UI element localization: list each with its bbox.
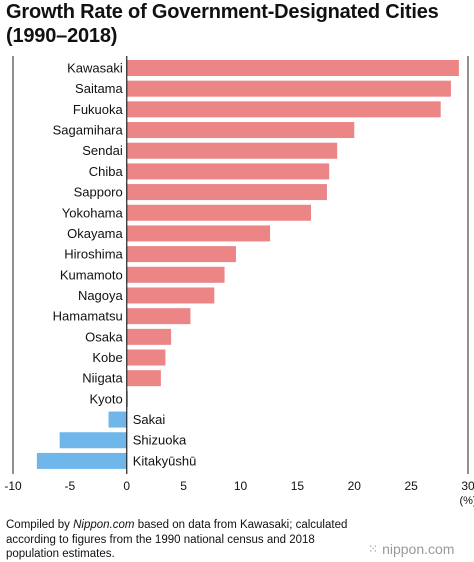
x-tick-label-2: 0 <box>123 479 130 493</box>
unit-label: (%) <box>459 495 474 507</box>
category-label-4: Sendai <box>82 143 123 158</box>
x-tick-label-5: 15 <box>291 479 305 493</box>
logo-text: nippon.com <box>382 541 455 557</box>
category-label-11: Nagoya <box>78 288 124 303</box>
x-tick-label-1: -5 <box>65 479 76 493</box>
bar-18 <box>59 432 127 449</box>
category-label-9: Hiroshima <box>64 247 123 262</box>
footnote-source: Nippon.com <box>73 519 135 531</box>
bar-14 <box>126 349 166 366</box>
bar-0 <box>126 60 459 76</box>
x-tick-label-3: 5 <box>180 479 187 493</box>
x-tick-label-8: 30 <box>461 479 474 493</box>
nippon-logo: ⁙ nippon.com <box>368 539 472 559</box>
footnote-prefix: Compiled by <box>6 519 74 531</box>
chart-title-line1: Growth Rate of Government-Designated Cit… <box>6 1 439 23</box>
category-label-19: Kitakyūshū <box>133 453 197 468</box>
category-label-17: Sakai <box>133 412 166 427</box>
logo-mark-icon: ⁙ <box>368 542 379 556</box>
bar-11 <box>126 287 215 304</box>
bar-3 <box>126 122 355 139</box>
bar-13 <box>126 328 172 345</box>
chart-title-line2: (1990–2018) <box>6 25 118 47</box>
category-label-3: Sagamihara <box>53 123 124 138</box>
footnote-rest: based on data from Kawasaki; calculated … <box>6 519 348 560</box>
category-label-6: Sapporo <box>74 185 123 200</box>
bar-9 <box>126 246 236 263</box>
footnote: Compiled by Nippon.com based on data fro… <box>6 518 356 562</box>
chart-title: Growth Rate of Government-Designated Cit… <box>6 0 468 48</box>
bar-6 <box>126 184 327 201</box>
x-tick-label-4: 10 <box>234 479 248 493</box>
bar-12 <box>126 308 191 325</box>
category-label-7: Yokohama <box>62 205 124 220</box>
bar-10 <box>126 266 225 283</box>
category-label-16: Kyoto <box>90 391 123 406</box>
category-label-10: Kumamoto <box>60 267 123 282</box>
category-label-0: Kawasaki <box>67 61 123 76</box>
category-label-8: Okayama <box>67 226 123 241</box>
category-label-12: Hamamatsu <box>53 309 123 324</box>
bar-1 <box>126 80 451 97</box>
bar-5 <box>126 163 330 180</box>
x-tick-label-0: -10 <box>4 479 22 493</box>
category-label-1: Saitama <box>75 81 123 96</box>
bar-2 <box>126 101 441 118</box>
bar-19 <box>36 452 127 469</box>
category-label-13: Osaka <box>85 329 123 344</box>
category-label-2: Fukuoka <box>73 102 124 117</box>
bar-4 <box>126 142 338 159</box>
bar-7 <box>126 204 312 221</box>
category-label-5: Chiba <box>89 164 124 179</box>
category-label-14: Kobe <box>92 350 122 365</box>
x-tick-label-6: 20 <box>348 479 362 493</box>
bar-8 <box>126 225 271 242</box>
x-tick-label-7: 25 <box>404 479 418 493</box>
bar-chart: Kawasaki Saitama Fukuoka Sagamihara Sendai Ch… <box>4 56 474 507</box>
bar-17 <box>108 411 127 428</box>
bar-15 <box>126 370 161 387</box>
category-label-15: Niigata <box>82 371 123 386</box>
category-label-18: Shizuoka <box>133 433 187 448</box>
